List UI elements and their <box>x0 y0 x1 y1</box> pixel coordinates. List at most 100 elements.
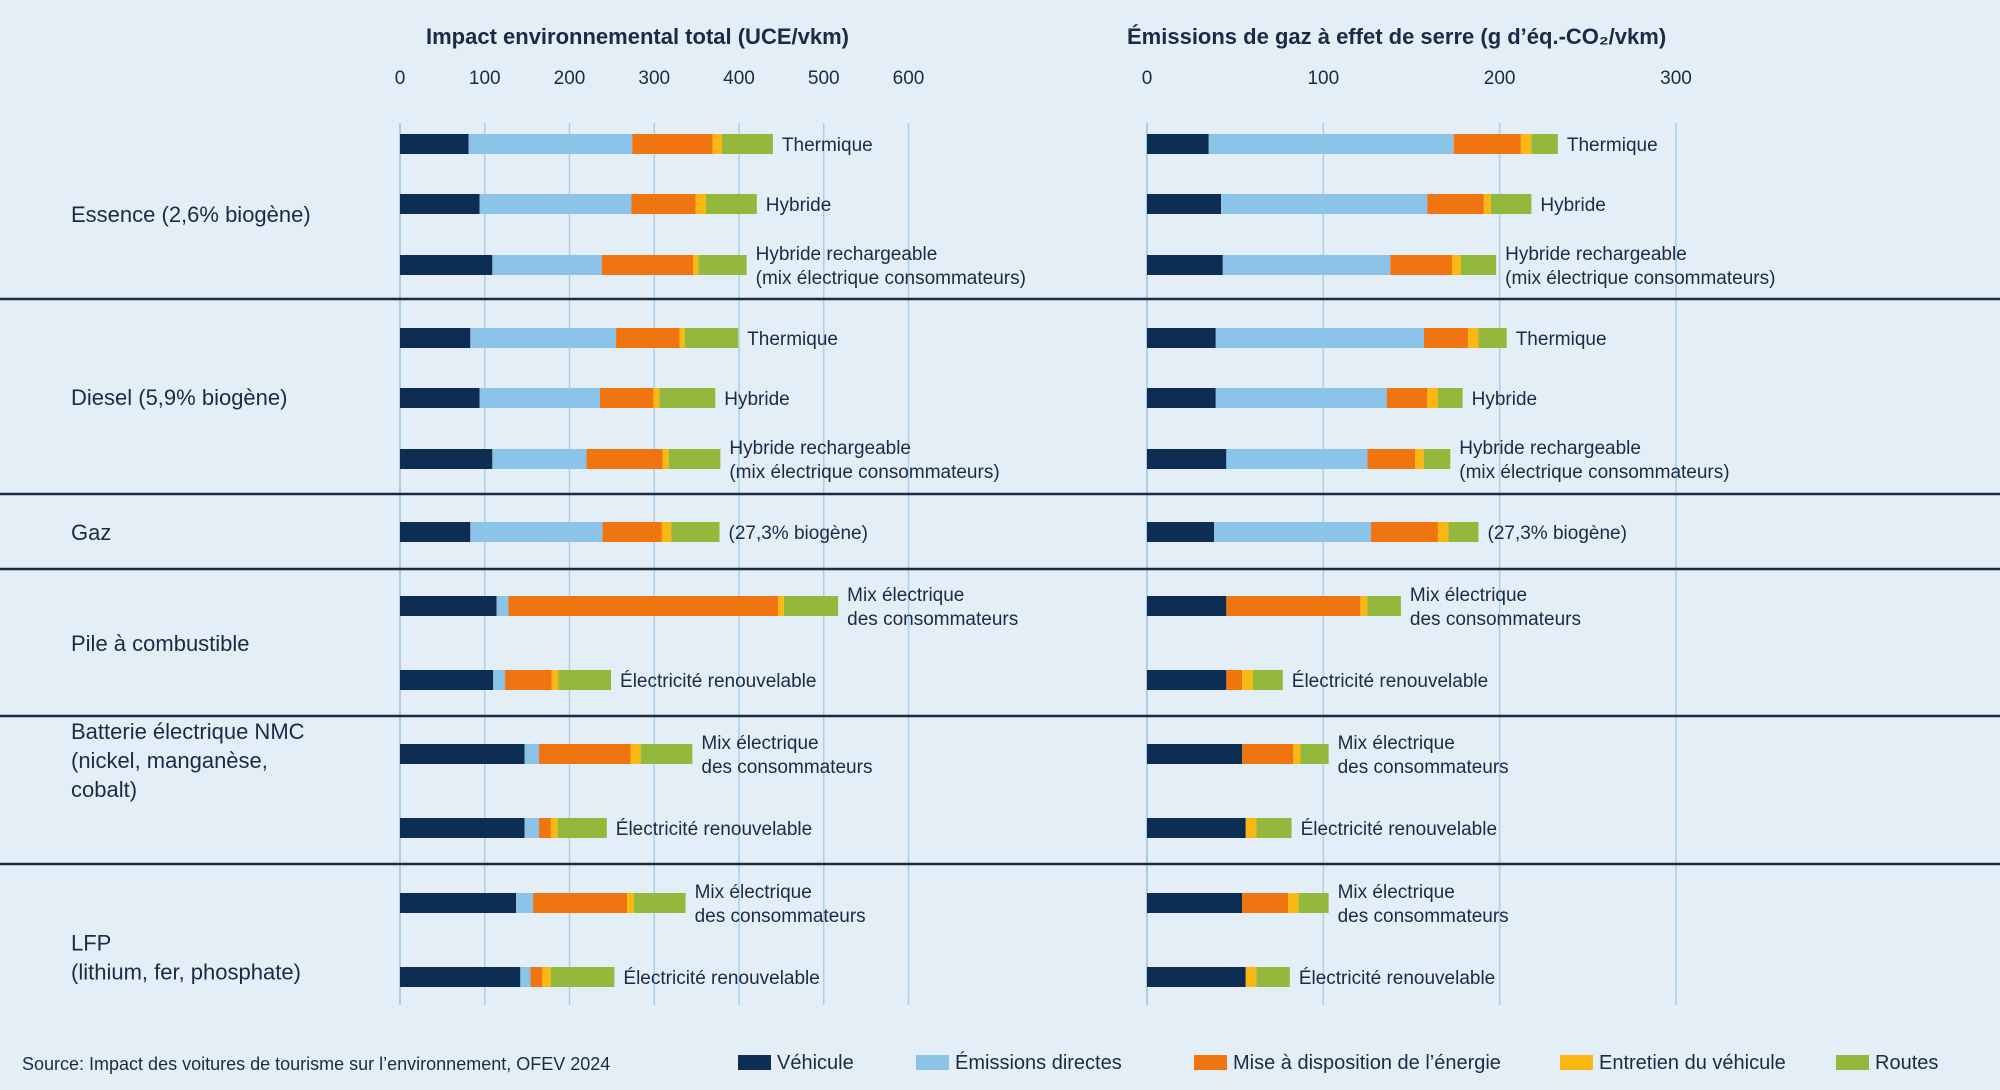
ghg-bar-label: Électricité renouvelable <box>1299 968 1495 989</box>
impact-bar-emissions-directes <box>492 255 602 275</box>
group-label-batterie-electrique-nmc: Batterie électrique NMC (nickel, manganès… <box>71 719 305 802</box>
legend-label-entretien: Entretien du véhicule <box>1599 1052 1786 1074</box>
ghg-bar-vehicule <box>1147 596 1227 616</box>
ghg-bar-mise-a-disposition-de-l-energie <box>1242 744 1294 764</box>
legend: Véhicule Émissions directes Mise à dispo… <box>738 1051 1938 1074</box>
ghg-bar-routes <box>1478 328 1507 348</box>
impact-bar-emissions-directes <box>479 388 601 408</box>
impact-bar-routes <box>722 134 773 154</box>
group-label-line: Pile à combustible <box>71 631 250 656</box>
ghg-bar-emissions-directes <box>1214 522 1371 542</box>
legend-label-vehicule: Véhicule <box>777 1052 854 1074</box>
ghg-bar-mise-a-disposition-de-l-energie <box>1386 388 1428 408</box>
ghg-bar-label: Hybride <box>1472 389 1537 410</box>
impact-bar-label: Mix électrique des consommateurs <box>695 882 866 927</box>
ghg-bar-vehicule <box>1147 522 1215 542</box>
impact-bar-emissions-directes <box>493 670 506 690</box>
bar-label-line: Hybride <box>1472 389 1537 410</box>
group-label-line: (lithium, fer, phosphate) <box>71 960 301 985</box>
bar-label-line: (27,3% biogène) <box>1488 523 1627 544</box>
ghg-tick-label: 200 <box>1484 68 1516 89</box>
ghg-bar-label: Hybride rechargeable (mix électrique cons… <box>1505 244 1775 289</box>
ghg-tick-label: 0 <box>1142 68 1153 89</box>
impact-bar-vehicule <box>400 670 494 690</box>
bar-label-line: des consommateurs <box>701 757 872 778</box>
ghg-bar-vehicule <box>1147 255 1223 275</box>
impact-tick-label: 200 <box>554 68 586 89</box>
impact-bar-vehicule <box>400 449 493 469</box>
bar-label-line: Thermique <box>1567 135 1658 156</box>
ghg-bar-mise-a-disposition-de-l-energie <box>1423 328 1468 348</box>
bar-label-line: Électricité renouvelable <box>616 819 812 840</box>
bar-label-line: Mix électrique <box>695 882 812 903</box>
ghg-bar-routes <box>1448 522 1479 542</box>
impact-bar-entretien-du-vehicule <box>661 522 672 542</box>
ghg-bar-label: Électricité renouvelable <box>1292 671 1488 692</box>
impact-bar-routes <box>550 967 615 987</box>
ghg-bar-emissions-directes <box>1226 449 1368 469</box>
impact-bar-mise-a-disposition-de-l-energie <box>538 744 631 764</box>
bar-label-line: Hybride <box>724 389 789 410</box>
ghg-bar-label: Mix électrique des consommateurs <box>1338 733 1509 778</box>
group-label-essence-2-6-biogene: Essence (2,6% biogène) <box>71 202 311 227</box>
impact-bar-routes <box>633 893 686 913</box>
ghg-tick-label: 100 <box>1307 68 1339 89</box>
impact-tick-label: 0 <box>395 68 406 89</box>
impact-bar-emissions-directes <box>468 134 633 154</box>
impact-bar-mise-a-disposition-de-l-energie <box>632 134 713 154</box>
impact-tick-label: 100 <box>469 68 501 89</box>
group-label-line: (nickel, manganèse, <box>71 748 268 773</box>
impact-bar-entretien-du-vehicule <box>662 449 669 469</box>
ghg-bar-label: Thermique <box>1516 329 1607 350</box>
ghg-bar-emissions-directes <box>1221 194 1428 214</box>
impact-bar-entretien-du-vehicule <box>693 255 699 275</box>
impact-bar-routes <box>783 596 839 616</box>
ghg-bar-label: Mix électrique des consommateurs <box>1410 585 1581 630</box>
impact-bar-mise-a-disposition-de-l-energie <box>538 818 551 838</box>
bar-label-line: des consommateurs <box>1410 609 1581 630</box>
bar-label-line: Électricité renouvelable <box>1299 968 1495 989</box>
impact-bar-emissions-directes <box>520 967 531 987</box>
bar-label-line: Électricité renouvelable <box>1292 671 1488 692</box>
impact-bar-vehicule <box>400 893 517 913</box>
bar-label-line: (27,3% biogène) <box>729 523 868 544</box>
source-note: Source: Impact des voitures de tourisme … <box>22 1054 610 1074</box>
impact-bar-vehicule <box>400 255 493 275</box>
impact-bar-vehicule <box>400 967 521 987</box>
impact-bar-label: Mix électrique des consommateurs <box>701 733 872 778</box>
impact-bar-routes <box>684 328 739 348</box>
impact-bar-label: Thermique <box>782 135 873 156</box>
bar-label-line: Mix électrique <box>701 733 818 754</box>
bar-label-line: Hybride <box>766 195 831 216</box>
legend-label-routes: Routes <box>1875 1052 1938 1074</box>
ghg-bar-entretien-du-vehicule <box>1520 134 1532 154</box>
ghg-bar-routes <box>1490 194 1532 214</box>
impact-bar-mise-a-disposition-de-l-energie <box>601 255 694 275</box>
ghg-bar-label: Thermique <box>1567 135 1658 156</box>
bar-label-line: Électricité renouvelable <box>1301 819 1497 840</box>
impact-bar-mise-a-disposition-de-l-energie <box>586 449 663 469</box>
impact-bar-emissions-directes <box>470 522 603 542</box>
impact-bar-emissions-directes <box>524 744 539 764</box>
bar-label-line: des consommateurs <box>1338 906 1509 927</box>
legend-swatch-routes <box>1836 1055 1869 1070</box>
ghg-bar-mise-a-disposition-de-l-energie <box>1226 670 1243 690</box>
ghg-bar-routes <box>1256 818 1292 838</box>
group-label-diesel-5-9-biogene: Diesel (5,9% biogène) <box>71 385 287 410</box>
ghg-bar-mise-a-disposition-de-l-energie <box>1367 449 1416 469</box>
bars-layer <box>400 134 1558 987</box>
impact-bar-mise-a-disposition-de-l-energie <box>616 328 680 348</box>
ghg-bar-mise-a-disposition-de-l-energie <box>1390 255 1453 275</box>
impact-bar-label: Électricité renouvelable <box>616 819 812 840</box>
bar-label-line: des consommateurs <box>847 609 1018 630</box>
impact-bar-routes <box>558 670 612 690</box>
ghg-bar-routes <box>1300 744 1329 764</box>
ghg-bar-emissions-directes <box>1215 328 1424 348</box>
impact-bar-emissions-directes <box>470 328 617 348</box>
impact-bar-vehicule <box>400 818 525 838</box>
ghg-bar-routes <box>1437 388 1463 408</box>
impact-bar-mise-a-disposition-de-l-energie <box>631 194 696 214</box>
legend-label-emissions-directes: Émissions directes <box>955 1051 1122 1074</box>
legend-swatch-entretien <box>1560 1055 1593 1070</box>
